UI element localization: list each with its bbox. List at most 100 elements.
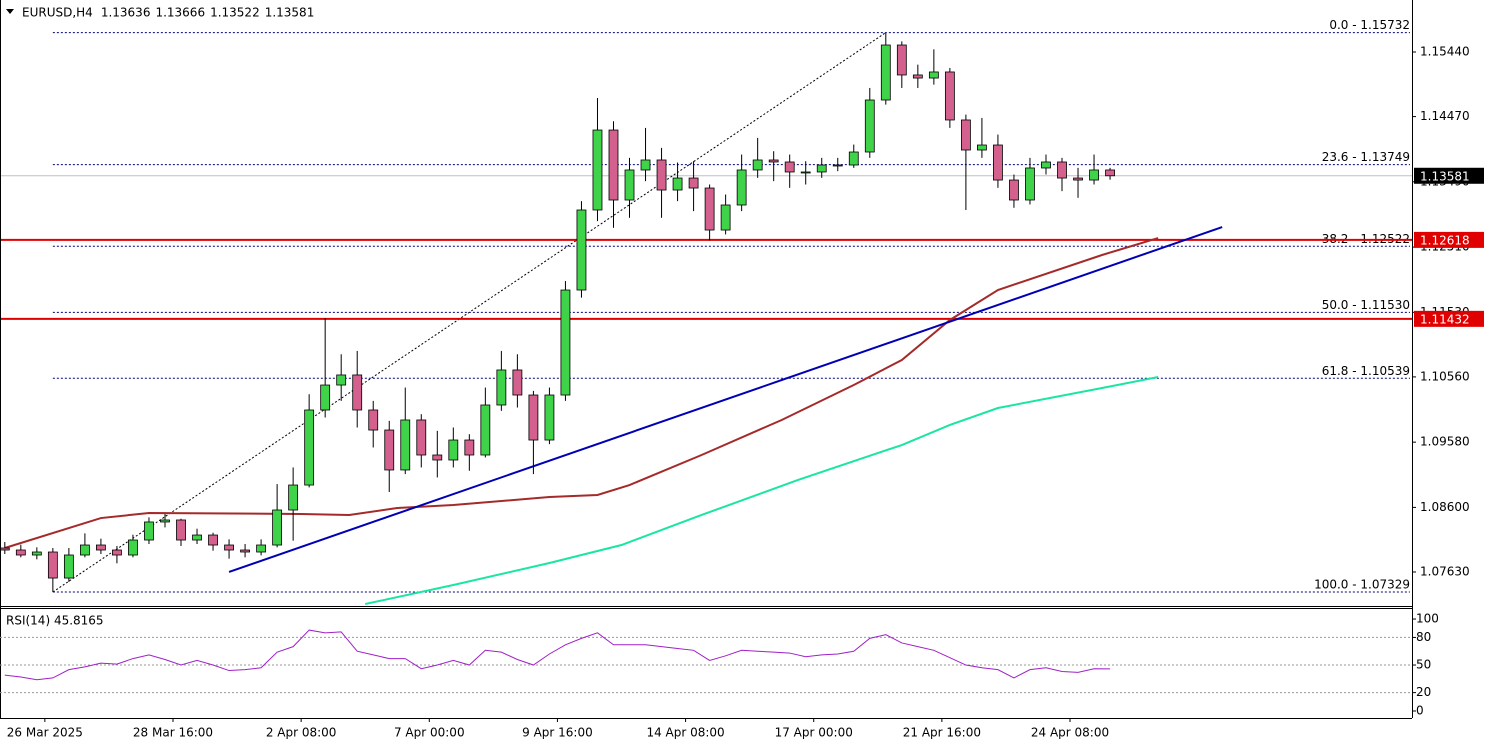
candle-body — [288, 484, 299, 511]
candle-body — [416, 419, 427, 456]
candle-body — [368, 409, 379, 431]
candle-body — [400, 419, 411, 471]
candle-body — [272, 509, 283, 546]
candle-body — [512, 369, 523, 396]
candle-body — [864, 99, 875, 153]
candle-body — [960, 119, 971, 151]
candle-body — [0, 547, 10, 551]
x-tick-label: 26 Mar 2025 — [7, 726, 83, 740]
quote-value: 1.13581 — [265, 6, 315, 20]
candle-body — [608, 129, 619, 201]
candle-body — [576, 209, 587, 291]
symbol: EURUSD,H4 — [22, 6, 93, 20]
candle-body — [304, 409, 315, 486]
candle-body — [31, 551, 42, 556]
candle-body — [63, 554, 74, 579]
price-line-box — [1414, 231, 1484, 248]
fib-label: 38.2 - 1.12522 — [1322, 232, 1410, 246]
quote-value: 1.13636 — [101, 6, 151, 20]
candle-body — [1009, 179, 1019, 201]
rsi-tick-label: 50 — [1416, 658, 1431, 672]
y-tick-label: 1.14470 — [1420, 109, 1470, 123]
candle-body — [832, 164, 843, 167]
y-tick-label: 1.15440 — [1420, 45, 1470, 59]
fib-label: 50.0 - 1.11530 — [1322, 298, 1410, 312]
x-tick-label: 7 Apr 00:00 — [394, 726, 465, 740]
candle-body — [993, 144, 1003, 181]
candle-body — [704, 187, 715, 231]
candle-body — [656, 159, 667, 191]
fib-label: 23.6 - 1.13749 — [1322, 150, 1410, 164]
x-tick-label: 21 Apr 16:00 — [903, 726, 981, 740]
candle-body — [224, 544, 234, 551]
candle-body — [336, 374, 347, 386]
x-tick-label: 28 Mar 16:00 — [133, 726, 213, 740]
candle-body — [544, 394, 555, 441]
x-tick-label: 9 Apr 16:00 — [522, 726, 593, 740]
y-tick-label: 1.08600 — [1420, 500, 1470, 514]
candle-body — [768, 159, 779, 163]
candle-body — [496, 369, 507, 406]
candle-body — [752, 159, 763, 171]
candle-body — [528, 394, 539, 441]
rsi-tick-label: 100 — [1416, 612, 1439, 626]
price-line-label: 1.12618 — [1420, 233, 1470, 247]
candle-body — [1105, 169, 1115, 177]
fib-label: 0.0 - 1.15732 — [1329, 18, 1410, 32]
x-tick-label: 2 Apr 08:00 — [266, 726, 337, 740]
rsi-tick-label: 80 — [1416, 630, 1431, 644]
price-line-label: 1.11432 — [1420, 312, 1470, 326]
y-tick-label: 1.07630 — [1420, 564, 1470, 578]
fib-label: 100.0 - 1.07329 — [1314, 578, 1410, 592]
candle-body — [1073, 177, 1083, 181]
candle-body — [1089, 169, 1099, 181]
candle-body — [624, 169, 635, 201]
candle-body — [560, 289, 571, 396]
candle-body — [592, 129, 603, 211]
quote-value: 1.13666 — [155, 6, 205, 20]
candle-body — [880, 44, 891, 101]
y-tick-label: 1.09580 — [1420, 435, 1470, 449]
rsi-title: RSI(14) 45.8165 — [6, 614, 104, 628]
candle-body — [160, 519, 170, 523]
candle-body — [944, 71, 955, 121]
x-tick-label: 17 Apr 00:00 — [775, 726, 853, 740]
price-panel: 0.0 - 1.15732 23.6 - 1.13749 38.2 - 1.1252… — [0, 18, 1412, 605]
candle-body — [192, 534, 202, 541]
candle-body — [448, 439, 459, 461]
candle-body — [112, 549, 122, 556]
candle-body — [640, 159, 651, 171]
candle-body — [1025, 167, 1035, 201]
candle-body — [320, 384, 331, 411]
moving-average — [365, 376, 1159, 605]
candle-body — [96, 544, 106, 551]
menu-triangle[interactable] — [6, 9, 14, 14]
x-tick-label: 24 Apr 08:00 — [1031, 726, 1109, 740]
candle-body — [480, 404, 491, 456]
candle-body — [176, 519, 186, 541]
candle-body — [800, 171, 811, 174]
y-tick-label: 1.10560 — [1420, 369, 1470, 383]
candle-body — [464, 439, 475, 456]
rsi-tick-label: 20 — [1416, 685, 1431, 699]
candle-body — [128, 539, 138, 556]
candle-body — [79, 544, 90, 556]
candle-body — [912, 74, 923, 79]
trend-line — [228, 226, 1223, 573]
price-line-box — [1414, 310, 1484, 327]
x-tick-label: 14 Apr 08:00 — [646, 726, 724, 740]
candle-body — [384, 429, 395, 471]
candle-body — [208, 534, 218, 546]
candle-body — [1041, 161, 1051, 169]
candle-body — [432, 454, 443, 461]
rsi-line — [4, 629, 1111, 681]
candle-body — [47, 551, 58, 579]
candle-body — [144, 521, 154, 541]
fib-label: 61.8 - 1.10539 — [1322, 364, 1410, 378]
candle-body — [1057, 161, 1067, 179]
bid-box — [1414, 167, 1484, 184]
candle-body — [15, 549, 26, 556]
